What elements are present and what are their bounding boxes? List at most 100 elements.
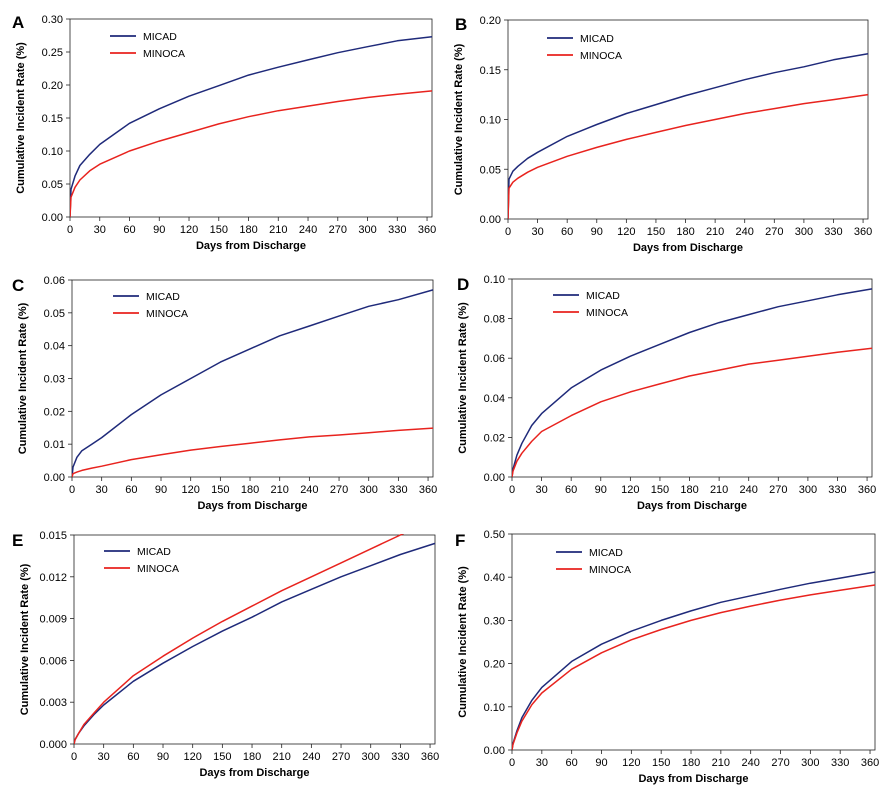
legend-label-micad: MICAD (589, 547, 623, 559)
x-tick-label: 30 (94, 224, 106, 236)
y-tick-label: 0.012 (39, 572, 67, 584)
legend-label-minoca: MINOCA (146, 308, 188, 320)
x-tick-label: 120 (621, 484, 639, 496)
x-tick-label: 360 (854, 226, 872, 238)
x-tick-label: 60 (127, 751, 139, 763)
x-tick-label: 150 (647, 226, 665, 238)
series-line-micad (512, 288, 873, 477)
x-tick-label: 60 (123, 224, 135, 236)
y-tick-label: 0.000 (39, 739, 67, 751)
plot-frame (511, 278, 873, 478)
y-tick-label: 0.02 (484, 432, 505, 444)
y-tick-label: 0.00 (480, 214, 501, 226)
legend-label-minoca: MINOCA (143, 48, 185, 60)
x-tick-label: 210 (706, 226, 724, 238)
legend-label-micad: MICAD (586, 290, 620, 302)
x-tick-label: 330 (831, 757, 849, 769)
legend-label-micad: MICAD (580, 33, 614, 45)
y-axis-title: Cumulative Incident Rate (%) (19, 563, 31, 715)
y-tick-label: 0.05 (480, 164, 501, 176)
x-tick-label: 0 (67, 224, 73, 236)
y-tick-label: 0.50 (484, 529, 505, 541)
legend-label-micad: MICAD (146, 291, 180, 303)
y-tick-label: 0.10 (484, 274, 505, 286)
x-axis-title: Days from Discharge (196, 240, 306, 252)
y-tick-label: 0.30 (42, 14, 63, 26)
x-tick-label: 270 (332, 751, 350, 763)
x-tick-label: 180 (676, 226, 694, 238)
x-tick-label: 240 (740, 484, 758, 496)
x-tick-label: 240 (736, 226, 754, 238)
x-tick-label: 270 (769, 484, 787, 496)
panel-letter: C (12, 276, 24, 295)
x-tick-label: 0 (509, 757, 515, 769)
x-tick-label: 60 (566, 757, 578, 769)
y-tick-label: 0.00 (484, 745, 505, 757)
x-tick-label: 150 (213, 751, 231, 763)
x-tick-label: 300 (799, 484, 817, 496)
x-tick-label: 270 (765, 226, 783, 238)
x-tick-label: 90 (153, 224, 165, 236)
x-tick-label: 90 (595, 484, 607, 496)
x-tick-label: 300 (358, 224, 376, 236)
legend-label-minoca: MINOCA (589, 564, 631, 576)
legend-label-micad: MICAD (137, 546, 171, 558)
x-axis-title: Days from Discharge (633, 242, 743, 254)
panel-letter: D (457, 275, 469, 294)
x-tick-label: 360 (419, 484, 437, 496)
x-tick-label: 330 (389, 484, 407, 496)
chart-panel-b: B 0.00 0.05 0.10 0.15 0.20 0 30 60 90 120 150 180 210… (453, 15, 872, 254)
y-tick-label: 0.30 (484, 615, 505, 627)
x-tick-label: 300 (362, 751, 380, 763)
plot-frame (507, 19, 869, 220)
x-tick-label: 150 (651, 484, 669, 496)
x-tick-label: 60 (125, 484, 137, 496)
x-tick-label: 90 (591, 226, 603, 238)
x-tick-label: 300 (801, 757, 819, 769)
series-line-minoca (70, 90, 433, 217)
chart-panel-e: E 0.000 0.003 0.006 0.009 0.012 0.015 0 30 60 90 12… (12, 530, 439, 779)
y-tick-label: 0.10 (480, 115, 501, 127)
x-tick-label: 120 (184, 751, 202, 763)
y-tick-label: 0.03 (44, 374, 65, 386)
x-tick-label: 30 (536, 757, 548, 769)
x-axis-title: Days from Discharge (199, 767, 309, 779)
x-tick-label: 270 (329, 224, 347, 236)
chart-panel-d: D 0.00 0.02 0.04 0.06 0.08 0.10 0 30 60 90 120 150 18… (457, 274, 876, 512)
chart-panel-a: A 0.00 0.05 0.10 0.15 0.20 0.25 0.30 0 30 60 90 120 1… (12, 13, 436, 252)
x-tick-label: 0 (509, 484, 515, 496)
panel-letter: B (455, 15, 467, 34)
x-tick-label: 240 (302, 751, 320, 763)
y-tick-label: 0.06 (484, 353, 505, 365)
y-tick-label: 0.20 (480, 15, 501, 27)
y-tick-label: 0.015 (39, 530, 67, 542)
x-tick-label: 0 (505, 226, 511, 238)
x-tick-label: 90 (595, 757, 607, 769)
y-tick-label: 0.06 (44, 275, 65, 287)
y-tick-label: 0.10 (42, 146, 63, 158)
series-line-micad (72, 289, 434, 477)
x-tick-label: 240 (300, 484, 318, 496)
series-line-micad (70, 36, 433, 217)
x-tick-label: 300 (795, 226, 813, 238)
x-tick-label: 240 (299, 224, 317, 236)
y-tick-label: 0.15 (480, 65, 501, 77)
x-tick-label: 150 (210, 224, 228, 236)
series-line-minoca (512, 584, 876, 750)
y-tick-label: 0.25 (42, 47, 63, 59)
x-tick-label: 330 (828, 484, 846, 496)
x-axis-title: Days from Discharge (637, 500, 747, 512)
x-tick-label: 150 (211, 484, 229, 496)
legend-label-minoca: MINOCA (580, 50, 622, 62)
y-tick-label: 0.05 (44, 308, 65, 320)
series-line-micad (512, 571, 876, 750)
panel-letter: A (12, 13, 24, 32)
y-tick-label: 0.04 (44, 341, 65, 353)
x-tick-label: 90 (157, 751, 169, 763)
y-tick-label: 0.006 (39, 655, 67, 667)
x-tick-label: 210 (710, 484, 728, 496)
x-tick-label: 330 (391, 751, 409, 763)
x-tick-label: 60 (561, 226, 573, 238)
y-tick-label: 0.40 (484, 572, 505, 584)
